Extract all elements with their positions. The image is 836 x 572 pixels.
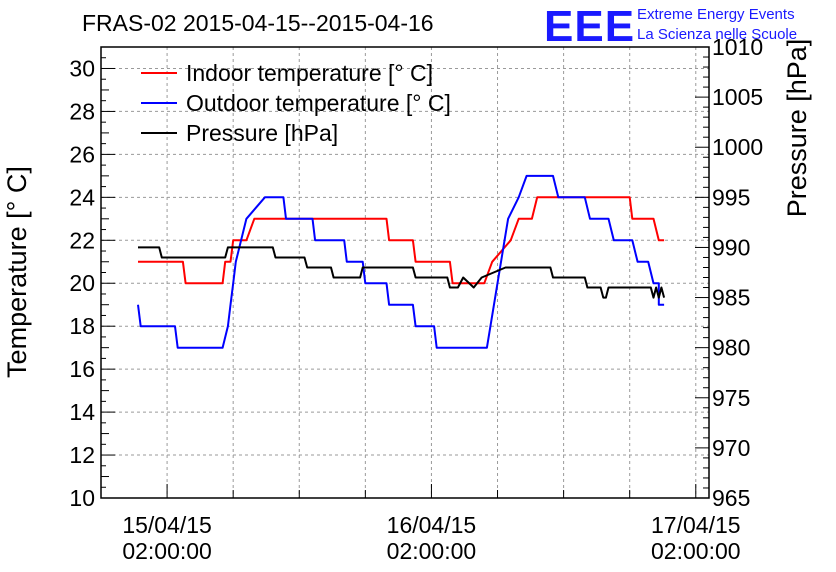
y-tick-label: 14 xyxy=(69,399,95,425)
y2-tick-label: 965 xyxy=(712,485,750,511)
outdoor-temperature-line xyxy=(137,174,665,349)
y-tick-label: 10 xyxy=(69,485,95,511)
y-tick-label: 22 xyxy=(69,227,95,253)
x-tick-label-time: 02:00:00 xyxy=(651,538,741,564)
left-axis: 10 12 14 16 18 20 22 24 26 28 30 xyxy=(69,46,115,511)
right-axis: 965 970 975 980 985 990 995 1000 1005 1010 xyxy=(695,34,763,511)
y2-tick-label: 995 xyxy=(712,184,750,210)
y-tick-label: 12 xyxy=(69,442,95,468)
y2-tick-label: 975 xyxy=(712,385,750,411)
y-tick-label: 28 xyxy=(69,98,95,124)
eee-logo: EEE Extreme Energy Events La Scienza nel… xyxy=(544,2,797,51)
x-tick-label-date: 15/04/15 xyxy=(122,512,212,538)
x-axis: 15/04/1502:00:0016/04/1502:00:0017/04/15… xyxy=(100,484,741,564)
y2-tick-label: 1000 xyxy=(712,134,763,160)
chart-title: FRAS-02 2015-04-15--2015-04-16 xyxy=(82,10,434,36)
y2-axis-label: Pressure [hPa] xyxy=(782,39,812,218)
x-tick-label-time: 02:00:00 xyxy=(122,538,212,564)
x-tick-label-time: 02:00:00 xyxy=(387,538,477,564)
y-tick-label: 20 xyxy=(69,270,95,296)
y2-tick-label: 980 xyxy=(712,335,750,361)
legend-indoor-label: Indoor temperature [° C] xyxy=(186,60,433,86)
eee-logo-mark: EEE xyxy=(544,2,635,51)
legend-pressure-label: Pressure [hPa] xyxy=(186,120,338,146)
y-axis-label: Temperature [° C] xyxy=(2,166,32,378)
indoor-temperature-line xyxy=(138,196,665,285)
series-layer xyxy=(137,174,666,349)
legend-outdoor-label: Outdoor temperature [° C] xyxy=(186,90,451,116)
x-tick-label-date: 16/04/15 xyxy=(387,512,477,538)
y-tick-label: 26 xyxy=(69,141,95,167)
y2-tick-label: 970 xyxy=(712,435,750,461)
x-tick-label-date: 17/04/15 xyxy=(651,512,741,538)
y-tick-label: 16 xyxy=(69,356,95,382)
y2-tick-label: 985 xyxy=(712,285,750,311)
y2-tick-label: 1005 xyxy=(712,84,763,110)
y2-tick-label: 1010 xyxy=(712,34,763,60)
eee-logo-line2: La Scienza nelle Scuole xyxy=(637,26,797,43)
y-tick-label: 24 xyxy=(69,184,95,210)
pressure-line xyxy=(138,246,666,299)
y-tick-label: 30 xyxy=(69,55,95,81)
legend: Indoor temperature [° C] Outdoor temperat… xyxy=(141,60,451,146)
y-tick-label: 18 xyxy=(69,313,95,339)
y2-tick-label: 990 xyxy=(712,234,750,260)
eee-logo-line1: Extreme Energy Events xyxy=(637,6,795,23)
